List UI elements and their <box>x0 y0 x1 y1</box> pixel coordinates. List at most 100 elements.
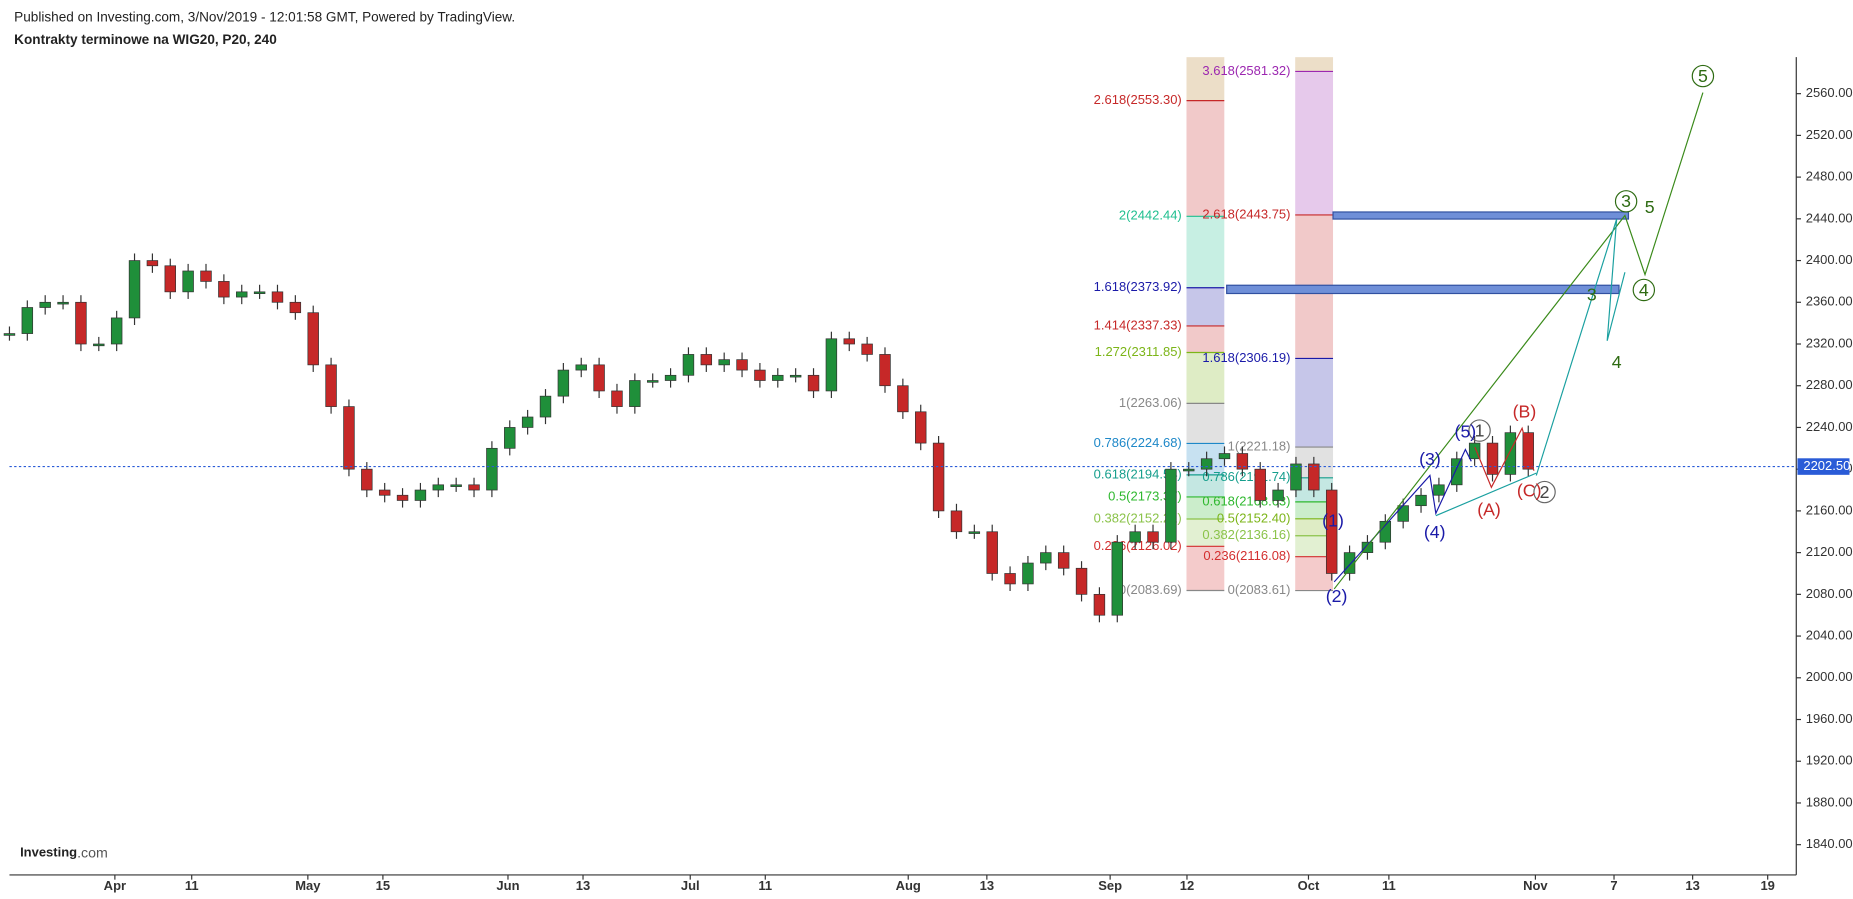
fib-label: 0.382(2136.16) <box>1202 527 1290 542</box>
candle <box>378 489 391 496</box>
candle <box>253 291 266 294</box>
candle <box>1147 531 1159 543</box>
candle <box>1022 562 1034 585</box>
y-tick-label: 2240.00 <box>1806 419 1853 434</box>
candle <box>236 291 248 298</box>
candle <box>539 395 552 418</box>
drawings: (1) (2) (3) (4) (5) 1 (A) (B) (C) 2 3 5 … <box>1226 64 1715 606</box>
candle <box>1129 531 1141 543</box>
candle <box>182 270 194 293</box>
fib-label: 0.5(2173.37) <box>1108 488 1182 503</box>
fib-band <box>1295 358 1334 448</box>
wave-label: 1 <box>1475 420 1485 440</box>
candle <box>1165 468 1177 543</box>
candle <box>504 427 516 449</box>
fib-label: 0(2083.61) <box>1228 582 1291 597</box>
wave-label: 2 <box>1540 482 1550 502</box>
wave-label: 3 <box>1621 191 1631 211</box>
y-tick-label: 2160.00 <box>1806 502 1853 517</box>
wave-line <box>1474 426 1535 489</box>
y-tick-label: 1960.00 <box>1806 711 1853 726</box>
fib-label: 0.5(2152.40) <box>1217 510 1291 525</box>
fib-band <box>1295 501 1334 519</box>
candle <box>843 338 855 345</box>
candle <box>521 416 534 428</box>
y-tick-label: 2520.00 <box>1806 127 1853 142</box>
candle <box>1040 552 1052 564</box>
candle <box>450 484 462 487</box>
wave-label: 5 <box>1645 197 1655 217</box>
candle <box>1111 541 1123 616</box>
wave-label: (C) <box>1517 481 1542 501</box>
candle <box>718 359 730 366</box>
candle <box>1415 494 1427 507</box>
wave-circle <box>1691 64 1715 88</box>
candle <box>486 447 498 491</box>
x-tick-label: Sep <box>1098 878 1122 893</box>
fib-band <box>1295 57 1334 72</box>
target-zone <box>1226 284 1620 295</box>
fib-label: 0.618(2168.63) <box>1202 493 1290 508</box>
candle <box>343 406 355 470</box>
candle <box>646 380 659 383</box>
y-tick-label: 2400.00 <box>1806 252 1853 267</box>
candle <box>307 312 319 366</box>
fib-label: 0.618(2194.54) <box>1094 466 1182 481</box>
fib-label: 0(2083.69) <box>1119 582 1182 597</box>
wave-line <box>1535 218 1626 476</box>
candle <box>1075 567 1088 595</box>
candle <box>772 374 784 381</box>
candle <box>1183 468 1195 472</box>
fib-label: 0.786(2224.68) <box>1094 435 1182 450</box>
candle <box>1397 505 1409 522</box>
candle <box>968 531 981 534</box>
candle <box>200 270 212 282</box>
candle <box>897 385 909 413</box>
wave-label: 5 <box>1698 66 1708 86</box>
wave-circle <box>1632 278 1656 302</box>
candle <box>1486 442 1499 475</box>
x-tick-label: 11 <box>185 878 199 893</box>
fib-band <box>1186 216 1225 288</box>
candle <box>1272 489 1284 501</box>
candle <box>75 301 87 345</box>
candle <box>1218 453 1231 460</box>
wave-label: 3 <box>1587 285 1597 305</box>
candle <box>879 354 891 387</box>
candle <box>629 380 641 407</box>
candle <box>754 369 766 381</box>
candle <box>575 364 587 371</box>
fib-label: 1.272(2311.85) <box>1095 344 1182 359</box>
target-zone <box>1332 211 1630 220</box>
x-tick-label: 13 <box>1685 878 1699 893</box>
wave-line <box>1333 92 1704 590</box>
candle <box>1236 453 1249 470</box>
x-tick-label: 19 <box>1760 878 1774 893</box>
logo-name: Investing <box>20 845 77 860</box>
candle <box>736 359 748 371</box>
candle <box>1290 463 1302 491</box>
fib-band <box>1186 325 1225 353</box>
y-tick-label: 2560.00 <box>1806 85 1853 100</box>
x-tick-label: 11 <box>1382 878 1396 893</box>
logo: Investing.com <box>20 845 108 861</box>
fib-label: 2.618(2553.30) <box>1094 92 1182 107</box>
last-price-label: 2202.50 <box>1803 458 1850 473</box>
candle <box>414 489 427 501</box>
candle <box>361 468 373 491</box>
candle <box>664 374 677 381</box>
x-tick-label: Oct <box>1298 878 1320 893</box>
candle <box>1504 432 1517 475</box>
wave-circle <box>1468 419 1491 442</box>
fib-label: 1(2221.18) <box>1228 439 1291 454</box>
x-tick-label: May <box>295 878 321 893</box>
candle <box>1361 541 1374 553</box>
fib-label: 1.618(2306.19) <box>1202 350 1290 365</box>
candle <box>1468 442 1481 460</box>
candle <box>1433 484 1445 496</box>
candle <box>396 494 409 501</box>
last-price-box <box>1797 458 1850 475</box>
y-tick-label: 2480.00 <box>1806 169 1853 184</box>
candle <box>146 260 159 267</box>
fib-band <box>1186 287 1225 326</box>
